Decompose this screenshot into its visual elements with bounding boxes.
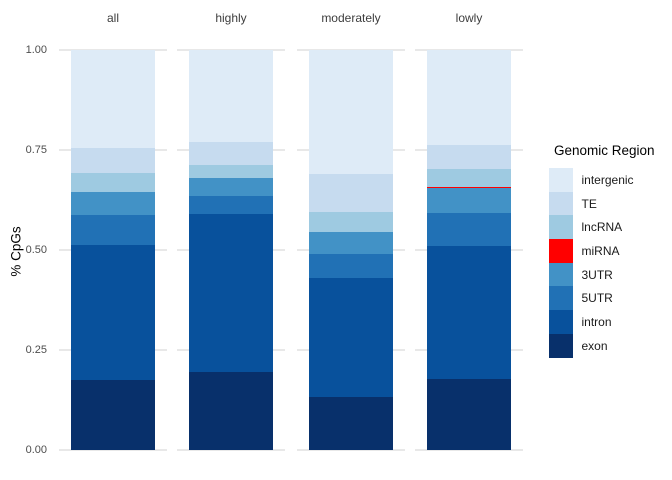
legend-items: intergenic TE lncRNA miRNA 3UTR 5UTR intron exo… [549, 168, 634, 358]
gridline [177, 449, 285, 451]
legend-label: intron [581, 314, 612, 329]
bar-segment-3UTR [427, 187, 511, 213]
gridline [59, 449, 167, 451]
y-tick-label: 0.50 [25, 244, 47, 256]
bar-segment-TE [71, 147, 155, 173]
bar-segment-lncRNA [189, 164, 273, 178]
stacked-bar-lowly [427, 50, 511, 450]
legend-key-swatch-3UTR [549, 262, 573, 287]
bar-segment-exon [71, 379, 155, 450]
legend-item-exon: exon [549, 333, 634, 358]
bar-segment-intron [427, 245, 511, 380]
bar-segment-exon [189, 371, 273, 450]
facet-strip-label-moderately: moderately [321, 11, 381, 25]
legend-item-miRNA: miRNA [549, 239, 634, 263]
gridline [415, 449, 523, 451]
legend-item-5UTR: 5UTR [549, 286, 634, 311]
stacked-bar-moderately [309, 50, 393, 450]
bar-segment-5UTR [189, 196, 273, 214]
bar-segment-5UTR [309, 253, 393, 278]
facet-strip-label-highly: highly [215, 11, 247, 25]
bar-segment-intron [71, 245, 155, 380]
y-tick-label: 0.00 [25, 444, 47, 456]
legend-title: Genomic Region [554, 143, 655, 158]
facet-strip-label-all: all [106, 11, 119, 25]
bar-segment-TE [309, 174, 393, 212]
bar-segment-TE [189, 141, 273, 165]
legend-key-swatch-exon [549, 333, 573, 358]
y-tick-label: 1.00 [25, 44, 47, 56]
y-tick-label: 0.25 [25, 344, 47, 356]
facet-panel-lowly [415, 49, 523, 451]
gridline [297, 449, 405, 451]
bar-segment-5UTR [427, 212, 511, 246]
legend-label: miRNA [581, 243, 620, 258]
legend-key-swatch-intergenic [549, 168, 573, 192]
bar-segment-intergenic [71, 50, 155, 148]
legend-label: intergenic [581, 172, 634, 187]
legend-item-lncRNA: lncRNA [549, 215, 634, 240]
stacked-bar-highly [189, 50, 273, 450]
facet-panel-highly [177, 49, 285, 451]
bar-segment-exon [309, 396, 393, 450]
bar-segment-intron [189, 213, 273, 372]
bar-segment-5UTR [71, 214, 155, 246]
legend-key-swatch-5UTR [549, 286, 573, 311]
bar-segment-intergenic [189, 50, 273, 142]
facet-panel-moderately [297, 49, 405, 451]
bar-segment-exon [427, 379, 511, 450]
legend-item-intergenic: intergenic [549, 168, 634, 192]
legend-item-intron: intron [549, 310, 634, 334]
legend-label: exon [581, 338, 608, 353]
legend-item-TE: TE [549, 191, 634, 216]
legend-label: TE [581, 196, 597, 211]
legend-label: lncRNA [581, 220, 623, 235]
legend-item-3UTR: 3UTR [549, 262, 634, 287]
y-tick-label: 0.75 [25, 144, 47, 156]
stacked-bar-all [71, 50, 155, 450]
bar-segment-lncRNA [71, 172, 155, 192]
bar-segment-3UTR [309, 231, 393, 254]
bar-segment-lncRNA [309, 211, 393, 232]
legend-label: 3UTR [581, 267, 613, 282]
facet-panel-all [59, 49, 167, 451]
legend-key-swatch-lncRNA [549, 215, 573, 240]
facet-strip-label-lowly: lowly [455, 11, 483, 25]
legend-label: 5UTR [581, 291, 613, 306]
bar-segment-intergenic [309, 50, 393, 174]
legend-key-swatch-intron [549, 310, 573, 334]
bar-segment-3UTR [189, 177, 273, 197]
bar-segment-3UTR [71, 191, 155, 215]
bar-segment-intergenic [427, 50, 511, 146]
bar-segment-TE [427, 145, 511, 170]
bar-segment-intron [309, 277, 393, 397]
legend-key-swatch-miRNA [549, 239, 573, 263]
legend-key-swatch-TE [549, 191, 573, 216]
bar-segment-lncRNA [427, 169, 511, 188]
